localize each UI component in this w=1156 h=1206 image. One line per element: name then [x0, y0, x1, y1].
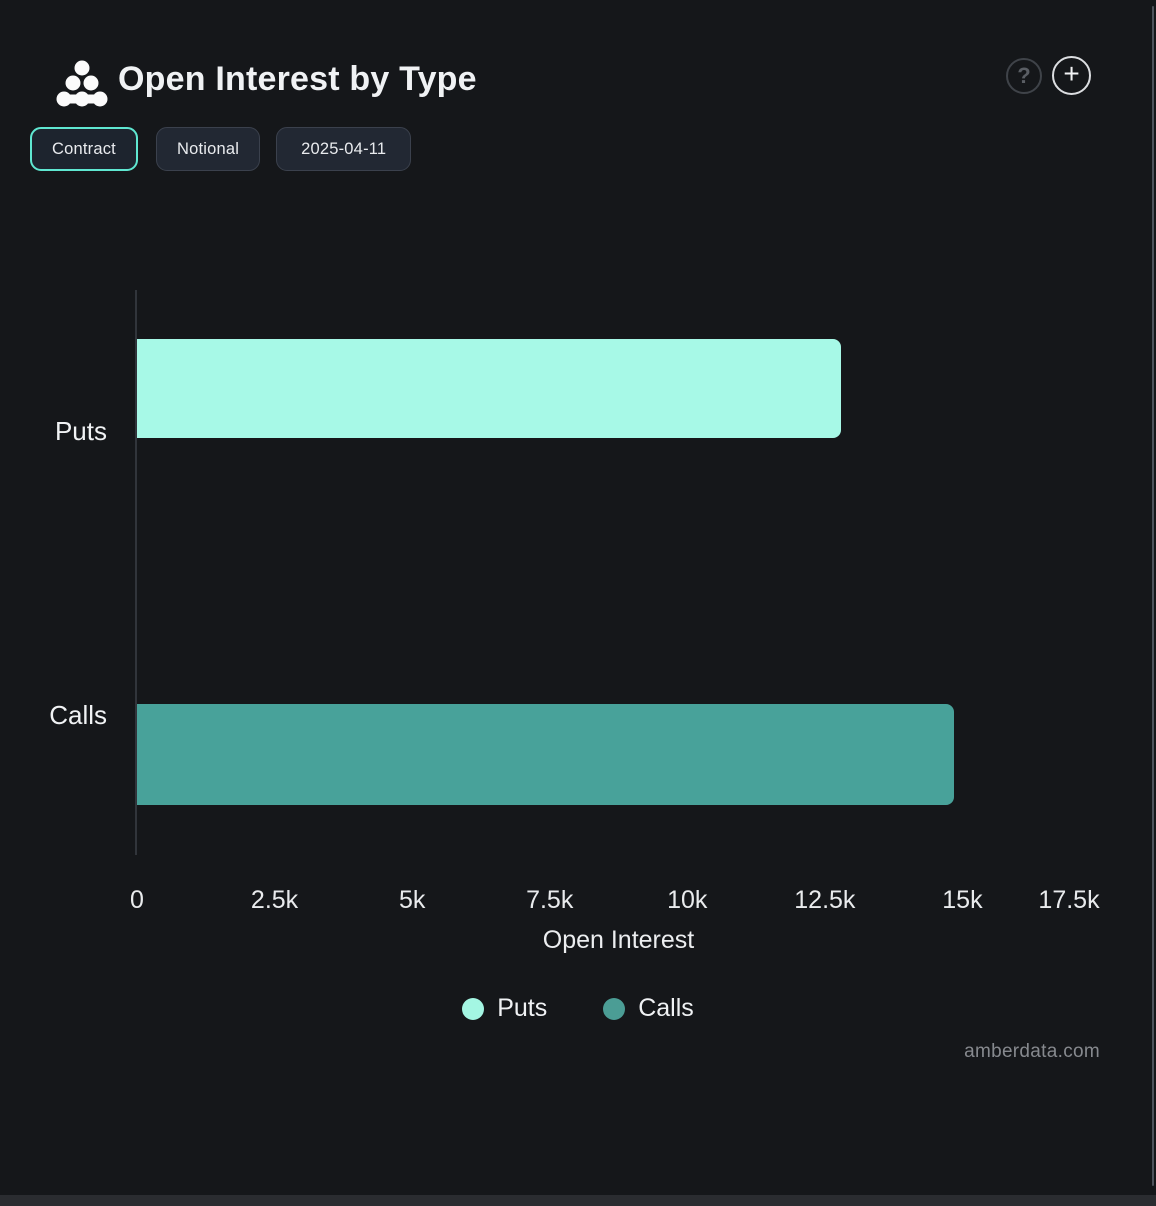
x-tick: 2.5k: [250, 886, 299, 914]
y-axis-label-puts: Puts: [54, 416, 107, 446]
plus-icon: +: [1063, 57, 1080, 89]
date-selector-button[interactable]: 2025-04-11: [276, 127, 412, 171]
x-axis-title: Open Interest: [542, 926, 695, 954]
chart-plot-area: [135, 290, 1100, 855]
x-tick: 12.5k: [794, 886, 856, 914]
add-button[interactable]: +: [1052, 56, 1091, 95]
x-tick: 0: [130, 886, 144, 914]
x-tick: 10k: [667, 886, 708, 914]
calls-bar[interactable]: [137, 704, 955, 805]
watermark: amberdata.com: [964, 1041, 1100, 1062]
calls-legend-dot-icon: [603, 997, 626, 1020]
legend-item-puts[interactable]: Puts: [462, 994, 547, 1023]
vertical-scrollbar[interactable]: [1152, 6, 1154, 1186]
x-tick: 7.5k: [526, 886, 574, 914]
amberdata-logo-icon: [56, 60, 108, 107]
x-tick: 5k: [398, 886, 426, 914]
bottom-edge-strip: [0, 1195, 1156, 1206]
notional-toggle-button[interactable]: Notional: [155, 127, 261, 171]
contract-toggle-button[interactable]: Contract: [30, 127, 138, 171]
x-tick: 15k: [942, 886, 983, 914]
y-axis-line: [135, 290, 137, 855]
help-button[interactable]: ?: [1006, 58, 1042, 94]
chart-legend: Puts Calls: [0, 994, 1156, 1023]
legend-label: Calls: [638, 994, 694, 1022]
y-axis-label-calls: Calls: [49, 700, 107, 730]
legend-item-calls[interactable]: Calls: [603, 994, 694, 1023]
puts-legend-dot-icon: [462, 997, 485, 1020]
page-title: Open Interest by Type: [118, 60, 477, 98]
puts-bar[interactable]: [137, 339, 842, 438]
question-mark-icon: ?: [1017, 63, 1031, 88]
legend-label: Puts: [497, 994, 548, 1022]
toolbar: Contract Notional 2025-04-11: [30, 127, 412, 171]
x-tick: 17.5k: [1038, 886, 1100, 914]
x-axis-ticks: 0 2.5k 5k 7.5k 10k 12.5k 15k 17.5k: [130, 886, 1100, 916]
